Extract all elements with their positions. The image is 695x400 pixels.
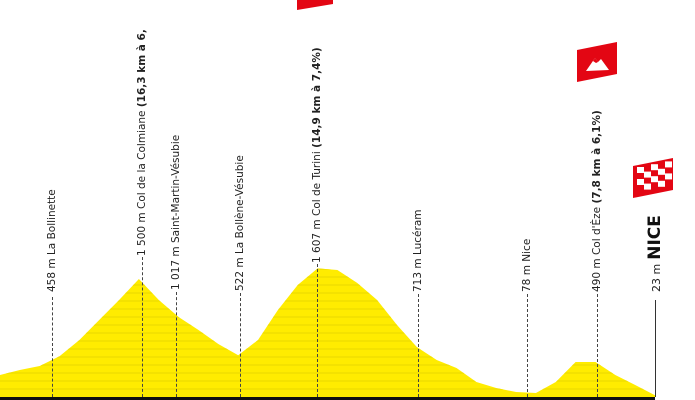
marker-label: 1 500 m Col de la Colmiane (16,3 km à 6, (136, 29, 148, 256)
checker-square (637, 167, 644, 173)
checker-square (658, 168, 665, 175)
marker-label: 490 m Col d'Èze (7,8 km à 6,1%) (591, 110, 603, 292)
marker-label: 522 m La Bollène-Vésubie (234, 155, 246, 291)
marker-label: 1 017 m Saint-Martin-Vésubie (170, 134, 182, 290)
marker-label: 713 m Lucéram (412, 209, 424, 293)
checker-square (637, 179, 644, 185)
marker-label: 1 607 m Col de Turini (14,9 km à 7,4%) (311, 47, 323, 263)
marker-line (142, 257, 143, 397)
checker-square (658, 180, 665, 187)
checkered-flag-icon (633, 158, 673, 198)
marker-line (597, 294, 598, 397)
finish-line (655, 300, 656, 397)
marker-line (176, 292, 177, 397)
marker-line (52, 297, 53, 397)
marker-line (527, 294, 528, 397)
checker-square (665, 173, 672, 180)
marker-label: 458 m La Bollinette (46, 189, 58, 292)
checker-square (665, 161, 672, 168)
checker-square (644, 183, 651, 190)
checker-square (651, 164, 658, 171)
finish-label: 23 mNICE (645, 215, 665, 292)
marker-line (317, 264, 318, 397)
checker-square (644, 171, 651, 178)
checker-square (651, 176, 658, 183)
marker-label: 78 m Nice (521, 238, 533, 292)
marker-line (418, 294, 419, 397)
mountain-flag-icon (297, 0, 333, 10)
mountain-flag-icon (577, 42, 617, 82)
marker-line (240, 293, 241, 397)
